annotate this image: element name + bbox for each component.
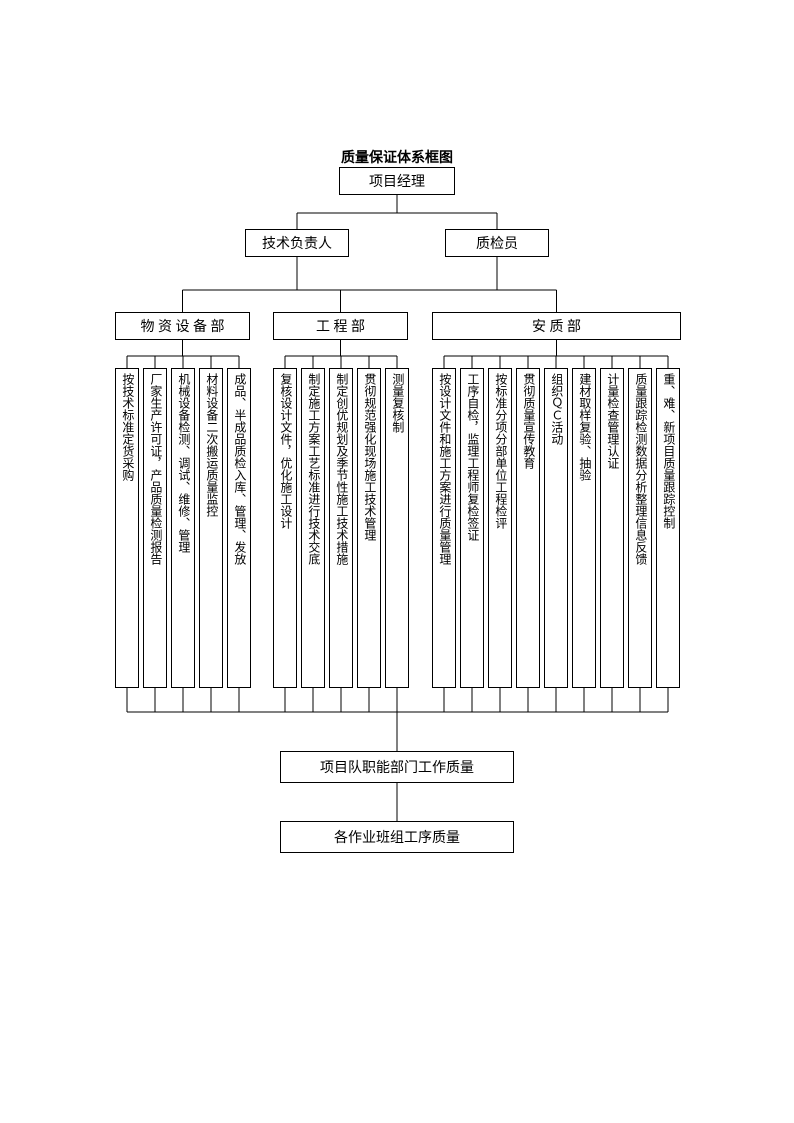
group2-item-1: 制定施工方案工艺标准进行技术交底	[301, 368, 325, 688]
group1-item-4: 成品、半成品质检入库、管理、发放	[227, 368, 251, 688]
group3-item-7: 质量跟踪检测数据分析整理信息反馈	[628, 368, 652, 688]
dept1-box: 物 资 设 备 部	[115, 312, 250, 340]
group1-item-0: 按技术标准定货采购	[115, 368, 139, 688]
tech-lead-box: 技术负责人	[245, 229, 349, 257]
group2-item-0: 复核设计文件，优化施工设计	[273, 368, 297, 688]
bottom1-box: 项目队职能部门工作质量	[280, 751, 514, 783]
group3-item-8: 重、难、新项目质量跟踪控制	[656, 368, 680, 688]
diagram-title: 质量保证体系框图	[0, 147, 794, 167]
group1-item-2: 机械设备检测、调试、维修、管理	[171, 368, 195, 688]
bottom2-box: 各作业班组工序质量	[280, 821, 514, 853]
group3-item-5: 建材取样复验、抽验	[572, 368, 596, 688]
group3-item-3: 贯彻质量宣传教育	[516, 368, 540, 688]
group1-item-3: 材料设备二次搬运质量监控	[199, 368, 223, 688]
group3-item-4: 组织ＱＣ活动	[544, 368, 568, 688]
group1-item-1: 厂家生产许可证，产品质量检测报告	[143, 368, 167, 688]
qc-box: 质检员	[445, 229, 549, 257]
group2-item-2: 制定创优规划及季节性施工技术措施	[329, 368, 353, 688]
group3-item-1: 工序自检，监理工程师复检签证	[460, 368, 484, 688]
group3-item-6: 计量检查管理认证	[600, 368, 624, 688]
dept2-box: 工 程 部	[273, 312, 408, 340]
group3-item-2: 按标准分项分部单位工程检评	[488, 368, 512, 688]
group2-item-3: 贯彻规范强化现场施工技术管理	[357, 368, 381, 688]
group2-item-4: 测量复核制	[385, 368, 409, 688]
root-box: 项目经理	[339, 167, 455, 195]
group3-item-0: 按设计文件和施工方案进行质量管理	[432, 368, 456, 688]
dept3-box: 安 质 部	[432, 312, 681, 340]
